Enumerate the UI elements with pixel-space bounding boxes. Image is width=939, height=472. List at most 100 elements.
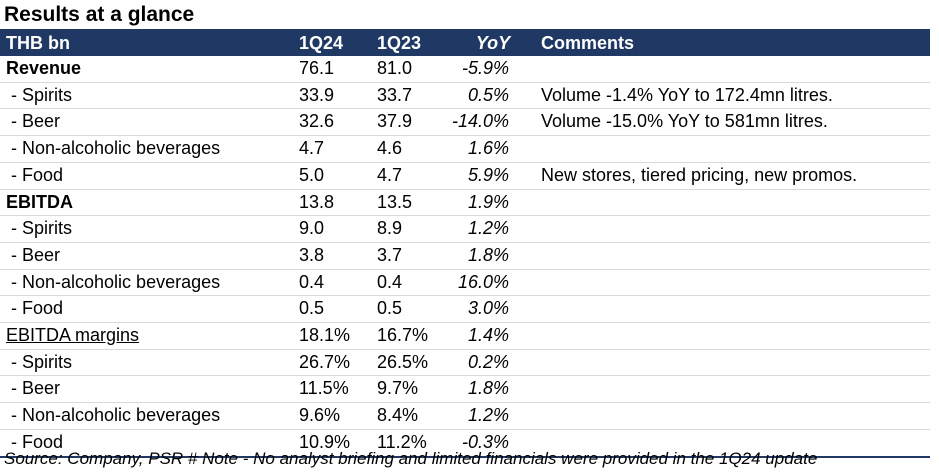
row-comment bbox=[537, 215, 930, 243]
row-1q24-value: 76.1 bbox=[291, 56, 369, 83]
row-1q24-value: 3.8 bbox=[291, 242, 369, 270]
row-label-text: Revenue bbox=[6, 58, 82, 78]
row-comment: Volume -15.0% YoY to 581mn litres. bbox=[537, 108, 930, 137]
row-yoy-value: -0.3% bbox=[449, 429, 537, 458]
table-row: - Non-alcoholic beverages 4.7 4.6 1.6% bbox=[0, 135, 930, 163]
row-label: - Beer bbox=[0, 242, 291, 270]
table-header-row: THB bn 1Q24 1Q23 YoY Comments bbox=[0, 31, 930, 56]
results-table: THB bn 1Q24 1Q23 YoY Comments Revenue 76.… bbox=[0, 31, 930, 458]
header-label: THB bn bbox=[0, 31, 291, 56]
title-divider bbox=[0, 29, 930, 31]
source-note: Source: Company, PSR # Note - No analyst… bbox=[4, 449, 818, 468]
table-body: Revenue 76.1 81.0 -5.9% - Spirits 33.9 33.7 0.… bbox=[0, 56, 930, 458]
row-comment bbox=[537, 56, 930, 83]
row-yoy-value: 1.8% bbox=[449, 242, 537, 270]
row-label: - Spirits bbox=[0, 349, 291, 377]
row-1q24-value: 9.0 bbox=[291, 215, 369, 243]
row-yoy-value: -5.9% bbox=[449, 56, 537, 83]
page-title: Results at a glance bbox=[4, 3, 195, 26]
table-row: - Spirits 26.7% 26.5% 0.2% bbox=[0, 349, 930, 377]
row-label-text: - Non-alcoholic beverages bbox=[6, 138, 221, 159]
row-yoy-value: 0.5% bbox=[449, 82, 537, 110]
row-1q23-value: 26.5% bbox=[369, 349, 449, 377]
row-1q24-value: 0.4 bbox=[291, 269, 369, 297]
row-1q24-value: 33.9 bbox=[291, 82, 369, 110]
row-1q23-value: 11.2% bbox=[369, 429, 449, 458]
row-1q23-value: 13.5 bbox=[369, 189, 449, 217]
row-label-text: - Food bbox=[6, 164, 64, 185]
row-1q23-value: 33.7 bbox=[369, 82, 449, 110]
row-yoy-value: 0.2% bbox=[449, 349, 537, 377]
table-row: Revenue 76.1 81.0 -5.9% bbox=[0, 56, 930, 83]
row-yoy-value: 1.2% bbox=[449, 402, 537, 430]
row-label-text: - Food bbox=[6, 431, 64, 452]
row-label: EBITDA bbox=[0, 189, 291, 217]
row-comment bbox=[537, 429, 930, 458]
row-1q24-value: 10.9% bbox=[291, 429, 369, 458]
row-label-text: - Beer bbox=[6, 378, 61, 399]
row-label-text: - Spirits bbox=[6, 351, 73, 372]
row-label-text: EBITDA margins bbox=[6, 325, 140, 346]
table-row: - Non-alcoholic beverages 9.6% 8.4% 1.2% bbox=[0, 402, 930, 430]
row-label: - Spirits bbox=[0, 82, 291, 110]
row-1q23-value: 0.5 bbox=[369, 295, 449, 324]
row-1q23-value: 4.7 bbox=[369, 162, 449, 190]
row-label: EBITDA margins bbox=[0, 322, 291, 350]
row-1q23-value: 9.7% bbox=[369, 375, 449, 404]
row-1q24-value: 18.1% bbox=[291, 322, 369, 350]
row-label-text: - Beer bbox=[6, 244, 61, 265]
row-label: - Food bbox=[0, 162, 291, 190]
header-comments: Comments bbox=[537, 31, 930, 56]
row-yoy-value: 1.9% bbox=[449, 189, 537, 217]
row-1q23-value: 81.0 bbox=[369, 56, 449, 83]
row-1q23-value: 8.9 bbox=[369, 215, 449, 243]
row-label: - Food bbox=[0, 295, 291, 324]
row-yoy-value: 1.6% bbox=[449, 135, 537, 163]
row-label: - Beer bbox=[0, 108, 291, 137]
row-yoy-value: 1.8% bbox=[449, 375, 537, 404]
table-row: - Food 5.0 4.7 5.9% New stores, tiered prici… bbox=[0, 162, 930, 190]
row-label: Revenue bbox=[0, 56, 291, 83]
row-yoy-value: 16.0% bbox=[449, 269, 537, 297]
table-row: - Spirits 33.9 33.7 0.5% Volume -1.4% YoY to… bbox=[0, 82, 930, 110]
table-row: - Beer 32.6 37.9 -14.0% Volume -15.0% YoY to… bbox=[0, 108, 930, 137]
header-1q23: 1Q23 bbox=[369, 31, 449, 56]
row-yoy-value: 3.0% bbox=[449, 295, 537, 324]
row-1q23-value: 16.7% bbox=[369, 322, 449, 350]
row-1q23-value: 3.7 bbox=[369, 242, 449, 270]
row-label: - Non-alcoholic beverages bbox=[0, 402, 291, 430]
row-1q24-value: 5.0 bbox=[291, 162, 369, 190]
row-1q24-value: 32.6 bbox=[291, 108, 369, 137]
row-comment bbox=[537, 242, 930, 270]
row-1q23-value: 4.6 bbox=[369, 135, 449, 163]
table-row: - Beer 3.8 3.7 1.8% bbox=[0, 242, 930, 270]
row-1q24-value: 4.7 bbox=[291, 135, 369, 163]
row-1q24-value: 26.7% bbox=[291, 349, 369, 377]
row-comment bbox=[537, 402, 930, 430]
row-label-text: - Spirits bbox=[6, 84, 73, 105]
row-comment bbox=[537, 295, 930, 324]
row-label: - Spirits bbox=[0, 215, 291, 243]
table-row: - Beer 11.5% 9.7% 1.8% bbox=[0, 375, 930, 404]
row-comment bbox=[537, 135, 930, 163]
row-comment bbox=[537, 322, 930, 350]
table-row: - Spirits 9.0 8.9 1.2% bbox=[0, 215, 930, 243]
table-row: - Food 0.5 0.5 3.0% bbox=[0, 295, 930, 324]
row-yoy-value: 1.2% bbox=[449, 215, 537, 243]
row-label: - Non-alcoholic beverages bbox=[0, 269, 291, 297]
row-1q23-value: 37.9 bbox=[369, 108, 449, 137]
table-row: - Food 10.9% 11.2% -0.3% bbox=[0, 429, 930, 458]
row-label-text: EBITDA bbox=[6, 191, 73, 212]
row-comment: New stores, tiered pricing, new promos. bbox=[537, 162, 930, 190]
header-yoy: YoY bbox=[449, 31, 537, 56]
header-1q24: 1Q24 bbox=[291, 31, 369, 56]
row-yoy-value: -14.0% bbox=[449, 108, 537, 137]
row-label-text: - Food bbox=[6, 298, 64, 319]
row-1q24-value: 0.5 bbox=[291, 295, 369, 324]
row-comment bbox=[537, 189, 930, 217]
row-yoy-value: 5.9% bbox=[449, 162, 537, 190]
row-label-text: - Non-alcoholic beverages bbox=[6, 271, 221, 292]
row-1q24-value: 11.5% bbox=[291, 375, 369, 404]
row-comment bbox=[537, 269, 930, 297]
row-comment bbox=[537, 375, 930, 404]
